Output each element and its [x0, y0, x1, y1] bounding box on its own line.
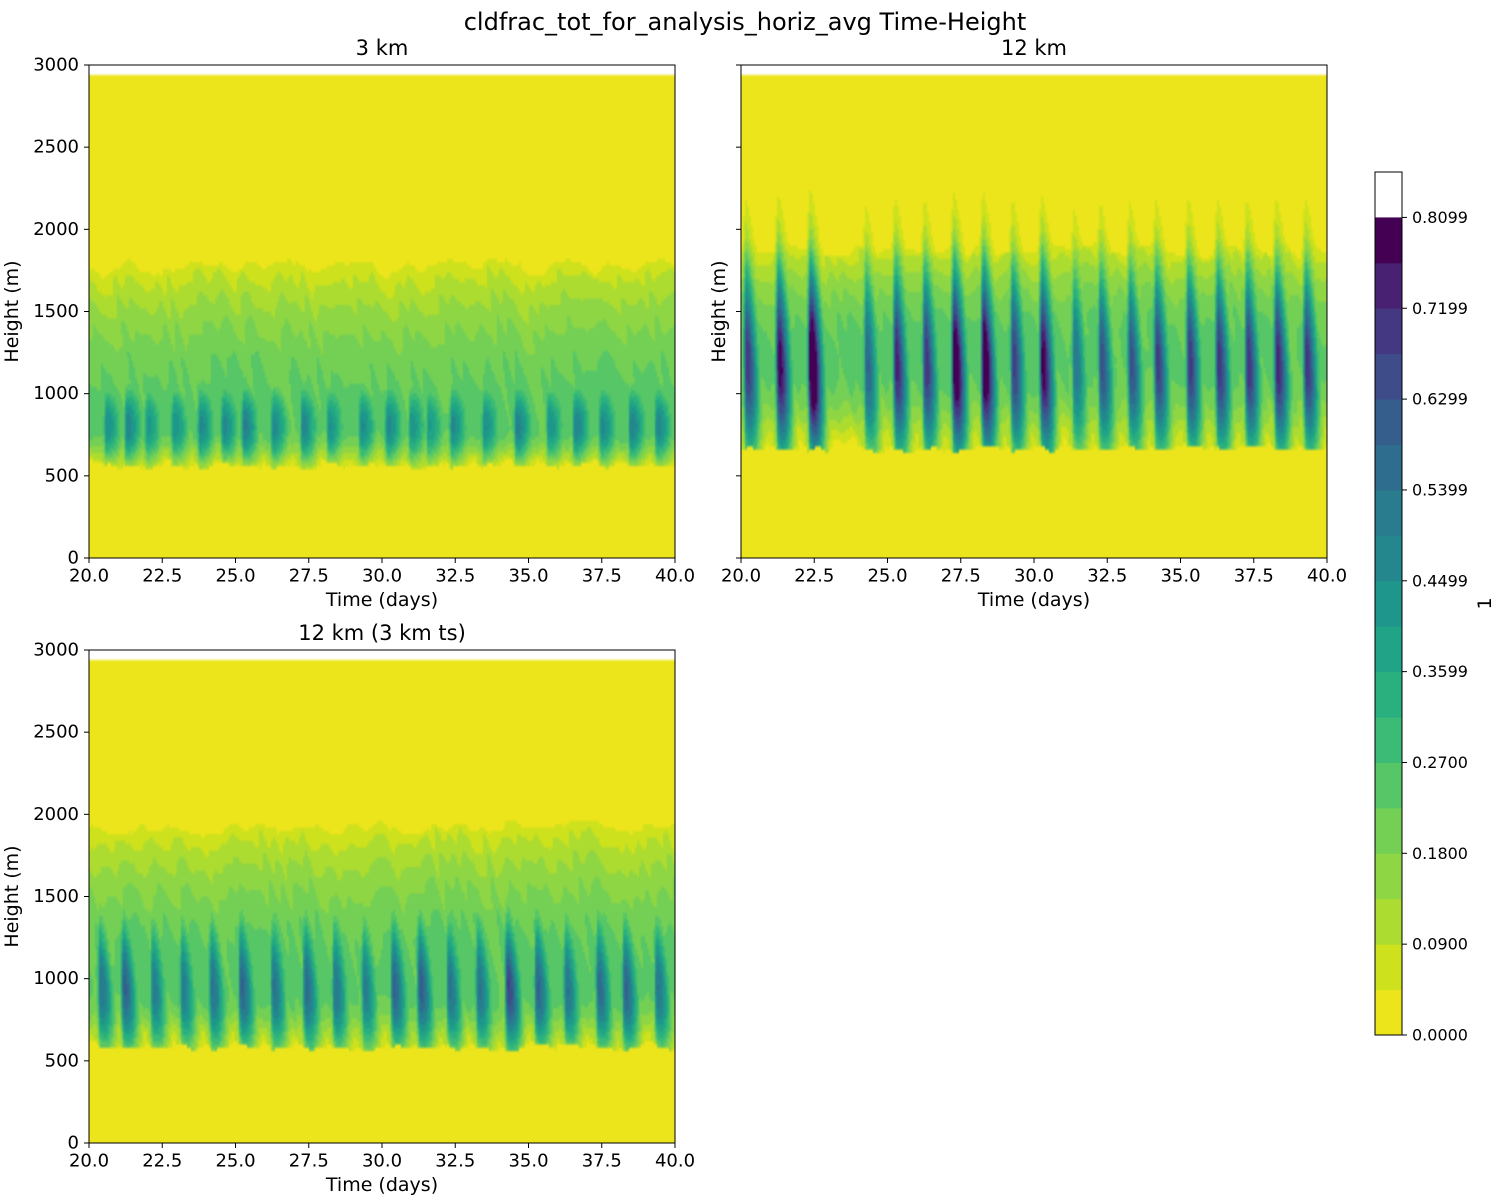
y-tick-label: 1000: [33, 383, 79, 404]
x-tick-label: 35.0: [1160, 566, 1200, 587]
x-tick-label: 35.0: [508, 1151, 548, 1172]
x-tick-label: 25.0: [215, 566, 255, 587]
colorbar-band: [1375, 308, 1402, 355]
x-axis-label: Time (days): [325, 1174, 438, 1196]
x-tick-label: 20.0: [721, 566, 761, 587]
panel-2: 20.0 22.5 25.0 27.5 30.0 32.5 35.0 37.5 40.0 12 k…: [708, 36, 1347, 611]
x-tick-label: 37.5: [582, 1151, 622, 1172]
x-tick-label: 30.0: [1014, 566, 1054, 587]
x-tick-label: 20.0: [69, 566, 109, 587]
x-tick-label: 32.5: [435, 566, 475, 587]
heatmap-field: [89, 65, 675, 558]
panel-title: 3 km: [356, 36, 409, 60]
y-tick-label: 2000: [33, 804, 79, 825]
x-tick-label: 27.5: [289, 1151, 329, 1172]
y-tick-label: 0: [68, 548, 79, 569]
y-axis-label: Height (m): [1, 845, 23, 947]
colorbar: 0.0000 0.0900 0.1800 0.2700 0.3599 0.4499 0.53…: [1374, 171, 1496, 1045]
y-tick-label: 500: [45, 465, 79, 486]
colorbar-tick-label: 0.1800: [1412, 844, 1468, 863]
colorbar-band: [1375, 944, 1402, 991]
colorbar-band: [1375, 262, 1402, 309]
y-tick-label: 0: [68, 1133, 79, 1154]
y-tick-label: 1500: [33, 886, 79, 907]
colorbar-band: [1375, 898, 1402, 945]
x-tick-label: 40.0: [1307, 566, 1347, 587]
x-tick-label: 27.5: [941, 566, 981, 587]
colorbar-band: [1375, 217, 1402, 264]
colorbar-band: [1375, 626, 1402, 673]
x-tick-label: 40.0: [655, 566, 695, 587]
panel-title: 12 km (3 km ts): [298, 621, 466, 645]
x-tick-label: 22.5: [794, 566, 834, 587]
heatmap-field: [741, 65, 1327, 558]
colorbar-band: [1375, 444, 1402, 491]
x-tick-label: 22.5: [142, 566, 182, 587]
y-tick-label: 2000: [33, 219, 79, 240]
colorbar-tick-label: 0.0900: [1412, 935, 1468, 954]
colorbar-band: [1375, 399, 1402, 446]
x-tick-label: 25.0: [867, 566, 907, 587]
colorbar-tick-label: 0.8099: [1412, 208, 1468, 227]
colorbar-tick-label: 0.3599: [1412, 662, 1468, 681]
x-tick-label: 37.5: [1234, 566, 1274, 587]
y-tick-label: 3000: [33, 640, 79, 661]
colorbar-band: [1375, 717, 1402, 763]
panels-group: 20.0 22.5 25.0 27.5 30.0 32.5 35.0 37.5 40.0 0 500…: [1, 36, 1347, 1196]
y-tick-label: 2500: [33, 722, 79, 743]
panel-3: 20.0 22.5 25.0 27.5 30.0 32.5 35.0 37.5 40.0 0 500…: [1, 621, 695, 1196]
y-tick-label: 500: [45, 1050, 79, 1071]
colorbar-band: [1375, 580, 1402, 627]
panel-title: 12 km: [1001, 36, 1067, 60]
colorbar-label: 1: [1474, 597, 1496, 609]
colorbar-band: [1375, 671, 1402, 718]
colorbar-tick-label: 0.4499: [1412, 571, 1468, 590]
colorbar-band: [1375, 535, 1402, 582]
x-axis-label: Time (days): [977, 589, 1090, 611]
x-tick-label: 27.5: [289, 566, 329, 587]
y-axis-label: Height (m): [1, 260, 23, 362]
figure-title: cldfrac_tot_for_analysis_horiz_avg Time-…: [464, 8, 1027, 36]
colorbar-band: [1375, 353, 1402, 400]
panel-1: 20.0 22.5 25.0 27.5 30.0 32.5 35.0 37.5 40.0 0 500…: [1, 36, 695, 611]
colorbar-band: [1375, 989, 1402, 1036]
colorbar-tick-label: 0.6299: [1412, 390, 1468, 409]
y-axis-label: Height (m): [708, 260, 730, 362]
colorbar-band: [1375, 489, 1402, 536]
y-tick-label: 3000: [33, 55, 79, 76]
colorbar-tick-label: 0.2700: [1412, 753, 1468, 772]
x-axis-label: Time (days): [325, 589, 438, 611]
x-tick-label: 32.5: [435, 1151, 475, 1172]
x-tick-label: 32.5: [1087, 566, 1127, 587]
y-tick-label: 1500: [33, 301, 79, 322]
x-tick-label: 35.0: [508, 566, 548, 587]
x-tick-label: 20.0: [69, 1151, 109, 1172]
colorbar-tick-label: 0.0000: [1412, 1026, 1468, 1045]
x-tick-label: 25.0: [215, 1151, 255, 1172]
heatmap-field: [89, 650, 675, 1143]
colorbar-band: [1375, 807, 1402, 854]
y-tick-label: 2500: [33, 137, 79, 158]
colorbar-tick-label: 0.7199: [1412, 299, 1468, 318]
x-tick-label: 30.0: [362, 1151, 402, 1172]
y-tick-label: 1000: [33, 968, 79, 989]
x-tick-label: 22.5: [142, 1151, 182, 1172]
colorbar-frame: [1374, 171, 1403, 1036]
colorbar-tick-label: 0.5399: [1412, 480, 1468, 499]
colorbar-band: [1375, 853, 1402, 900]
x-tick-label: 40.0: [655, 1151, 695, 1172]
x-tick-label: 30.0: [362, 566, 402, 587]
x-tick-label: 37.5: [582, 566, 622, 587]
colorbar-band: [1375, 762, 1402, 809]
